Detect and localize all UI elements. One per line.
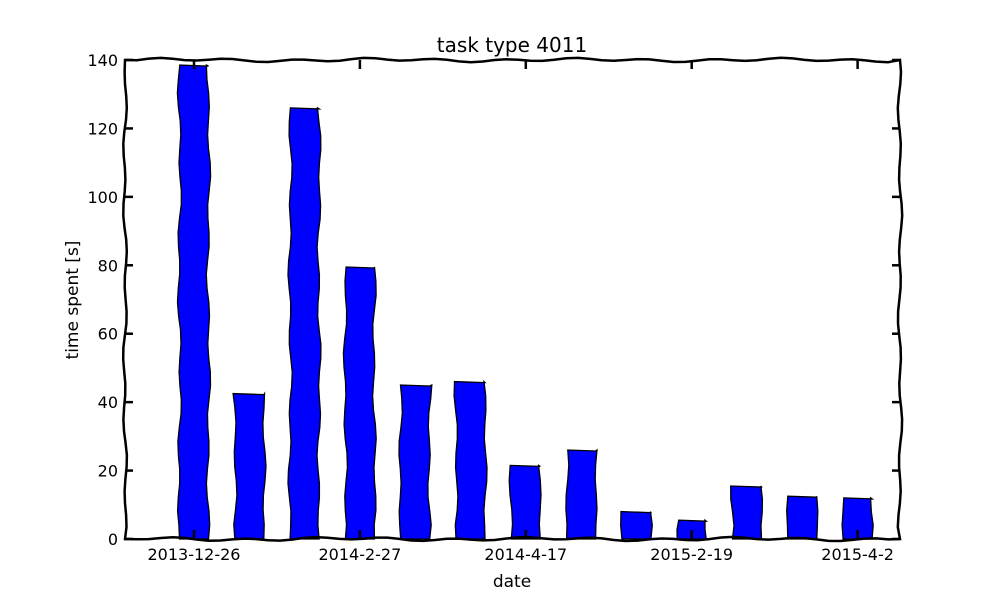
x-tick-label: 2015-4-2 [821,545,894,564]
bar [676,518,709,540]
ticks [125,58,900,541]
bar [841,496,875,540]
y-tick-label: 40 [98,393,118,412]
bars [176,64,875,540]
x-tick-label: 2014-2-27 [318,545,401,564]
bar [786,495,819,540]
bar [565,448,598,540]
x-tick-label: 2014-4-17 [484,545,567,564]
bar [287,106,322,540]
bar [232,391,267,540]
bar [176,64,212,540]
bar [453,379,488,540]
bar [398,383,433,540]
y-tick-label: 60 [98,325,118,344]
y-tick-label: 80 [98,256,118,275]
x-axis-title: date [493,572,531,592]
x-tick-label: 2015-2-19 [650,545,733,564]
bar [620,510,653,540]
chart-title: task type 4011 [437,33,587,57]
y-tick-label: 0 [108,530,118,549]
y-tick-label: 120 [87,119,118,138]
tick-labels: 0 20 40 60 80 100 120 140 2013-12-26 2014-2-27 201… [87,51,893,564]
y-tick-label: 140 [87,51,118,70]
bar [342,266,377,540]
bar [508,464,542,540]
bar [730,485,764,540]
y-axis-title: time spent [s] [63,241,83,360]
y-tick-label: 100 [87,188,118,207]
y-tick-label: 20 [98,462,118,481]
x-tick-label: 2013-12-26 [148,545,241,564]
